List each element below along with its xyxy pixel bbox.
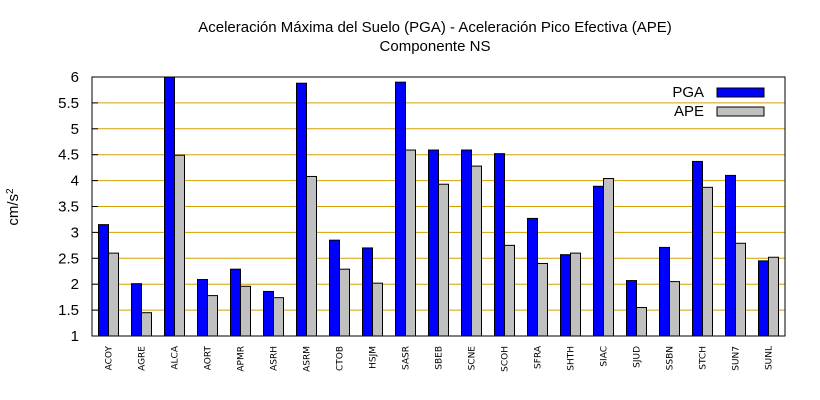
bar-pga-sunl — [758, 260, 769, 337]
bar-ape-sun7 — [735, 242, 746, 337]
y-tick-label: 2 — [71, 276, 79, 293]
x-tick-label: SSBN — [666, 346, 676, 370]
bar-pga-ctob — [329, 239, 340, 337]
y-tick-label: 5 — [71, 121, 79, 138]
legend-swatch-ape — [716, 106, 765, 117]
x-tick-label: HSJM — [369, 346, 379, 369]
x-tick-label: SBEB — [435, 346, 445, 370]
y-tick-label: 3.5 — [58, 199, 79, 216]
bar-pga-sjud — [626, 280, 637, 337]
y-axis-label: cm/s2 — [5, 188, 23, 226]
y-tick-label: 1.5 — [58, 302, 79, 319]
bar-ape-sunl — [768, 256, 779, 337]
x-tick-label: SCOH — [501, 346, 511, 372]
bar-pga-sfra — [527, 217, 538, 337]
bar-pga-asrh — [263, 290, 274, 337]
bar-ape-sfra — [537, 262, 548, 337]
bar-pga-scoh — [494, 153, 505, 337]
bar-ape-ssbn — [669, 281, 680, 337]
bar-pga-shth — [560, 254, 571, 337]
bar-ape-siac — [603, 178, 614, 337]
bar-pga-siac — [593, 185, 604, 337]
bar-ape-apmr — [240, 285, 251, 337]
x-tick-label: SJUD — [633, 346, 643, 368]
x-axis: ACOY AGRE ALCA AORT APMR ASRH ASRM CTOB HSJM SASR… — [105, 330, 775, 372]
bars — [98, 76, 779, 337]
bar-ape-aort — [207, 295, 218, 337]
y-tick-label: 5.5 — [58, 95, 79, 112]
legend: PGA APE — [672, 84, 765, 120]
x-tick-label: STCH — [699, 346, 709, 370]
bar-pga-scne — [461, 149, 472, 337]
bar-pga-stch — [692, 160, 703, 337]
bar-ape-asrh — [273, 297, 284, 337]
legend-label-ape: APE — [674, 103, 704, 120]
y-axis-label-exponent: 2 — [5, 188, 16, 194]
bar-pga-hsjm — [362, 247, 373, 337]
x-tick-label: ACOY — [105, 346, 115, 371]
bar-ape-agre — [141, 312, 152, 337]
bar-ape-hsjm — [372, 282, 383, 337]
x-tick-label: CTOB — [336, 346, 346, 371]
y-tick-label: 4.5 — [58, 147, 79, 164]
bar-ape-sbeb — [438, 183, 449, 337]
x-tick-label: AORT — [204, 346, 214, 371]
legend-swatch-pga — [716, 87, 765, 98]
bar-ape-scoh — [504, 244, 515, 337]
bar-pga-apmr — [230, 268, 241, 337]
x-tick-label: AGRE — [138, 346, 148, 371]
bar-pga-alca — [164, 76, 175, 337]
bar-ape-alca — [174, 154, 185, 337]
legend-label-pga: PGA — [672, 84, 704, 101]
bar-ape-asrm — [306, 175, 317, 337]
bar-ape-sjud — [636, 307, 647, 337]
bar-pga-ssbn — [659, 246, 670, 337]
y-axis-label-unit: cm/s — [5, 194, 22, 226]
y-axis: 1 1.5 2 2.5 3 3.5 4 4.5 5 5.5 6 — [58, 69, 98, 345]
bar-pga-asrm — [296, 82, 307, 337]
bar-pga-sasr — [395, 81, 406, 337]
bar-pga-sun7 — [725, 174, 736, 337]
x-tick-label: ASRM — [303, 346, 313, 372]
bar-ape-sasr — [405, 149, 416, 337]
bar-pga-sbeb — [428, 149, 439, 337]
x-tick-label: SHTH — [567, 346, 577, 371]
bar-ape-shth — [570, 252, 581, 337]
x-tick-label: ALCA — [171, 345, 181, 369]
bar-ape-ctob — [339, 268, 350, 337]
bar-pga-agre — [131, 283, 142, 337]
chart-subtitle: Componente NS — [380, 38, 491, 55]
x-tick-label: SUNL — [765, 346, 775, 370]
x-tick-label: ASRH — [270, 346, 280, 371]
x-tick-label: SIAC — [600, 346, 610, 367]
bar-ape-acoy — [108, 252, 119, 337]
y-tick-label: 6 — [71, 69, 79, 86]
x-tick-label: SCNE — [468, 346, 478, 371]
x-tick-label: SFRA — [534, 345, 544, 369]
x-tick-label: SASR — [402, 346, 412, 370]
bar-ape-stch — [702, 186, 713, 337]
y-tick-label: 4 — [71, 173, 79, 190]
bar-ape-scne — [471, 165, 482, 337]
x-tick-label: APMR — [237, 346, 247, 372]
x-tick-label: SUN7 — [732, 346, 742, 371]
bar-pga-acoy — [98, 224, 109, 337]
y-tick-label: 3 — [71, 224, 79, 241]
y-tick-label: 1 — [71, 328, 79, 345]
bar-pga-aort — [197, 279, 208, 337]
chart-title: Aceleración Máxima del Suelo (PGA) - Ace… — [198, 19, 672, 36]
y-tick-label: 2.5 — [58, 250, 79, 267]
